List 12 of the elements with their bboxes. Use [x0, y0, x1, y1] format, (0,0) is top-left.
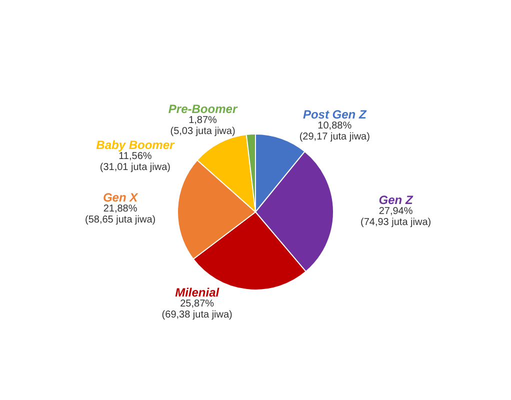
data-label: 25,87% (69,38 juta jiwa) — [162, 298, 232, 320]
data-label: 11,56% (31,01 juta jiwa) — [100, 151, 170, 174]
data-label: 1,87% (5,03 juta jiwa) — [170, 115, 236, 138]
slice-label: Post Gen Z — [302, 107, 367, 122]
slice-label: Baby Boomer — [96, 138, 176, 152]
data-label: 27,94% (74,93 juta jiwa) — [360, 206, 432, 228]
slice-label: Gen X — [102, 190, 139, 204]
slice-label: Gen Z — [378, 193, 414, 208]
slice-label: Milenial — [175, 285, 220, 300]
slice-label: Pre-Boomer — [168, 102, 238, 116]
data-label: 21,88% (58,65 juta jiwa) — [84, 203, 156, 226]
data-label: 10,88% (29,17 juta jiwa) — [299, 120, 370, 142]
